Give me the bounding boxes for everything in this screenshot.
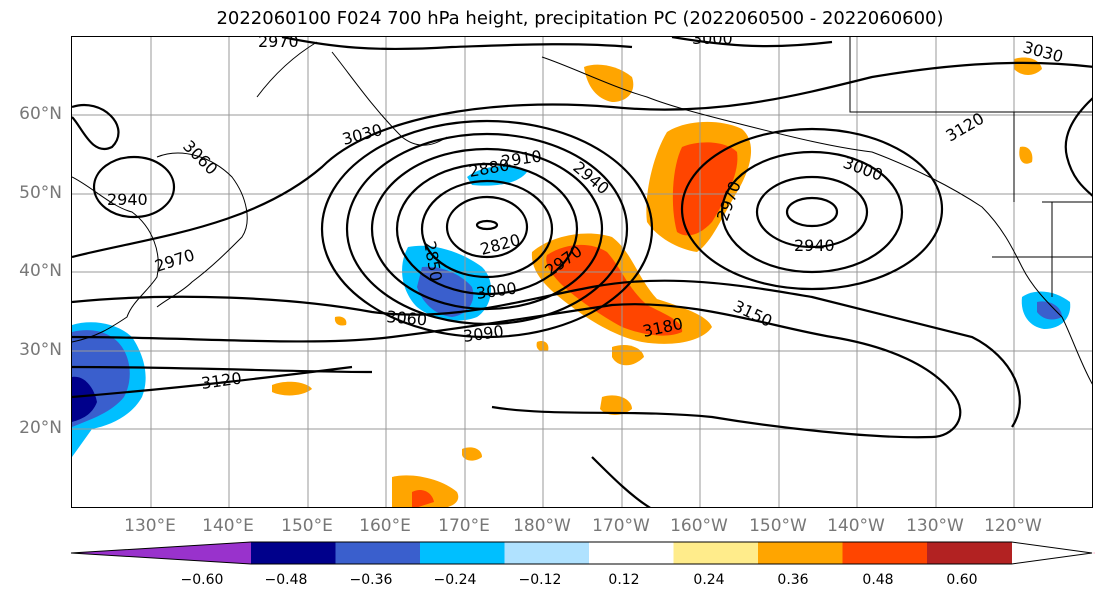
lon-label: 180°W	[513, 516, 571, 536]
lon-label: 160°W	[670, 516, 728, 536]
contour-label: 3150	[730, 296, 775, 330]
contour-label: 2940	[107, 190, 148, 209]
colorbar-tick-label: −0.24	[433, 572, 477, 588]
lat-label-50n: 50°N	[19, 183, 62, 203]
contour-label: 3090	[462, 321, 505, 345]
colorbar-segment	[420, 542, 505, 564]
contour-label: 2940	[794, 236, 835, 255]
colorbar-segment	[1092, 552, 1095, 554]
colorbar-segment	[673, 542, 759, 564]
contour-label: 2970	[152, 245, 197, 276]
lon-label: 170°E	[438, 516, 490, 536]
height-contours	[72, 37, 1092, 507]
map-area: 2970 3000 3030 3060 2940 2970 3030 2880 …	[71, 36, 1093, 508]
contour-label: 2970	[258, 37, 299, 51]
colorbar-tick-label: −0.48	[264, 572, 308, 588]
colorbar-tick-label: −0.36	[349, 572, 393, 588]
contour-label: 3000	[841, 153, 886, 185]
colorbar	[70, 541, 1095, 565]
colorbar-tick-label: 0.60	[946, 572, 978, 588]
lon-label: 130°E	[124, 516, 176, 536]
coastlines	[72, 37, 1092, 385]
colorbar-segment	[842, 542, 928, 564]
colorbar-tick-label: 0.12	[608, 572, 640, 588]
colorbar-segment	[335, 542, 421, 564]
contour-label: 3060	[179, 136, 221, 178]
contour-label: 3000	[692, 37, 733, 48]
colorbar-outline	[70, 541, 1093, 565]
lat-label-20n: 20°N	[19, 418, 62, 438]
lon-label: 170°W	[592, 516, 650, 536]
colorbar-segment	[504, 542, 590, 564]
colorbar-segment	[589, 542, 674, 564]
map-title: 2022060100 F024 700 hPa height, precipit…	[216, 8, 944, 29]
contour-labels: 2970 3000 3030 3060 2940 2970 3030 2880 …	[107, 37, 1065, 393]
lon-label: 160°E	[359, 516, 411, 536]
colorbar-tick-label: 0.48	[862, 572, 894, 588]
contour-label: 3120	[943, 109, 988, 146]
colorbar-tick-label: 0.24	[693, 572, 725, 588]
lat-label-30n: 30°N	[19, 340, 62, 360]
colorbar-segment	[251, 542, 336, 564]
lon-label: 130°W	[906, 516, 964, 536]
lon-label: 150°W	[749, 516, 807, 536]
lat-label-60n: 60°N	[19, 104, 62, 124]
lon-label: 120°W	[984, 516, 1042, 536]
colorbar-tick-label: −0.12	[518, 572, 562, 588]
lon-label: 140°E	[202, 516, 254, 536]
map-canvas: 2970 3000 3030 3060 2940 2970 3030 2880 …	[72, 37, 1092, 507]
lon-label: 150°E	[281, 516, 333, 536]
contour-label: 3030	[340, 120, 384, 149]
colorbar-tick-label: 0.36	[777, 572, 809, 588]
colorbar-segment	[927, 542, 1012, 564]
graticule	[72, 37, 1092, 507]
lat-label-40n: 40°N	[19, 261, 62, 281]
colorbar-segment	[71, 542, 251, 564]
lon-label: 140°W	[827, 516, 885, 536]
contour-label: 3120	[200, 368, 243, 392]
colorbar-tick-label: −0.60	[180, 572, 224, 588]
contour-label: 3060	[386, 307, 428, 329]
colorbar-segment	[758, 542, 843, 564]
